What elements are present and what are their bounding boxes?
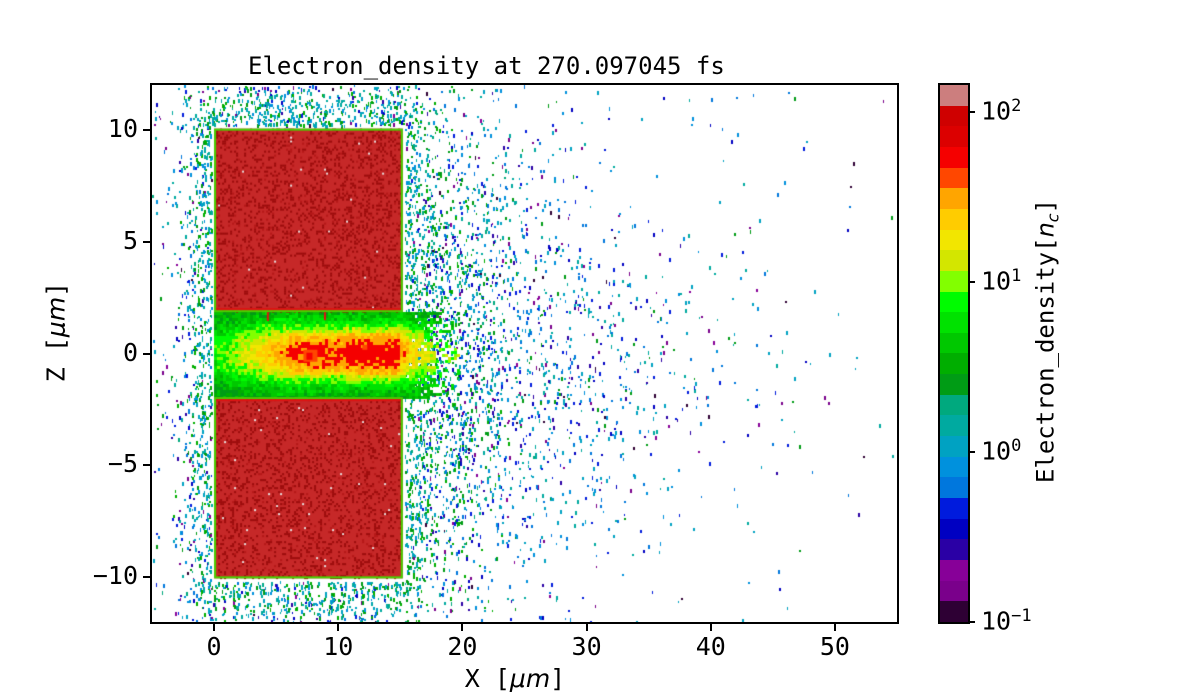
x-tick-label: 0 bbox=[206, 632, 222, 661]
x-label-pre: X [ bbox=[464, 664, 510, 693]
chart-title: Electron_density at 270.097045 fs bbox=[248, 52, 725, 80]
density-heatmap-canvas bbox=[152, 85, 897, 622]
z-axis-label: Z [μm] bbox=[42, 282, 71, 382]
z-tick-label: −10 bbox=[92, 561, 138, 591]
colorbar-band bbox=[940, 539, 968, 561]
x-tick-label: 20 bbox=[447, 632, 478, 661]
colorbar-label: Electron_density[nc] bbox=[1032, 199, 1063, 483]
colorbar-tick-label: 100 bbox=[981, 435, 1022, 466]
colorbar-band bbox=[940, 332, 968, 354]
colorbar-band bbox=[940, 208, 968, 230]
colorbar-band bbox=[940, 312, 968, 333]
z-label-pre: Z [ bbox=[41, 337, 71, 383]
x-tick-label: 10 bbox=[323, 632, 354, 661]
colorbar-band bbox=[940, 291, 968, 313]
x-label-unit: μm bbox=[509, 664, 551, 693]
z-tick-label: 10 bbox=[107, 113, 138, 143]
x-tick-mark bbox=[461, 622, 464, 631]
colorbar-band bbox=[940, 250, 968, 271]
colorbar-tick-label: 101 bbox=[981, 265, 1022, 296]
colorbar-band bbox=[940, 415, 968, 437]
colorbar-tick-mark bbox=[968, 110, 975, 113]
colorbar-band bbox=[940, 518, 968, 540]
z-tick-mark bbox=[143, 240, 152, 243]
colorbar-tick-mark bbox=[968, 621, 975, 623]
x-tick-mark bbox=[213, 622, 216, 631]
x-label-post: ] bbox=[550, 664, 566, 693]
x-tick-label: 30 bbox=[571, 632, 602, 661]
colorbar-band bbox=[940, 374, 968, 395]
colorbar-band bbox=[940, 229, 968, 251]
x-axis-label: X [μm] bbox=[465, 664, 565, 693]
colorbar-band bbox=[940, 84, 968, 106]
colorbar-band bbox=[940, 167, 968, 189]
colorbar-band bbox=[940, 270, 968, 292]
z-tick-mark bbox=[143, 576, 152, 579]
colorbar-tick-label: 10−1 bbox=[981, 606, 1032, 636]
colorbar-tick-label: 102 bbox=[981, 95, 1022, 126]
colorbar-band bbox=[940, 601, 968, 622]
z-tick-mark bbox=[143, 352, 152, 355]
colorbar-band bbox=[940, 146, 968, 168]
colorbar-band bbox=[940, 126, 968, 147]
colorbar-band bbox=[940, 580, 968, 602]
x-tick-mark bbox=[709, 622, 712, 631]
colorbar-band bbox=[940, 188, 968, 209]
z-tick-label: 0 bbox=[122, 337, 138, 367]
colorbar-band bbox=[940, 436, 968, 457]
colorbar-band bbox=[940, 477, 968, 499]
z-tick-label: −5 bbox=[107, 449, 138, 479]
colorbar-band bbox=[940, 394, 968, 416]
x-tick-mark bbox=[833, 622, 836, 631]
z-tick-mark bbox=[143, 464, 152, 467]
colorbar bbox=[938, 83, 970, 624]
colorbar-label-var: n bbox=[1031, 222, 1060, 238]
colorbar-band bbox=[940, 560, 968, 581]
colorbar-label-pre: Electron_density[ bbox=[1031, 237, 1060, 484]
x-tick-mark bbox=[585, 622, 588, 631]
x-tick-mark bbox=[337, 622, 340, 631]
colorbar-label-post: ] bbox=[1031, 198, 1060, 214]
z-tick-mark bbox=[143, 128, 152, 131]
colorbar-label-sub: c bbox=[1043, 213, 1063, 223]
colorbar-band bbox=[940, 105, 968, 127]
z-tick-label: 5 bbox=[122, 225, 138, 255]
z-label-unit: μm bbox=[41, 296, 71, 338]
colorbar-band bbox=[940, 353, 968, 375]
colorbar-tick-mark bbox=[968, 450, 975, 453]
colorbar-band bbox=[940, 456, 968, 478]
x-tick-label: 40 bbox=[695, 632, 726, 661]
z-label-post: ] bbox=[41, 281, 71, 297]
colorbar-band bbox=[940, 498, 968, 519]
x-tick-label: 50 bbox=[819, 632, 850, 661]
colorbar-tick-mark bbox=[968, 280, 975, 283]
